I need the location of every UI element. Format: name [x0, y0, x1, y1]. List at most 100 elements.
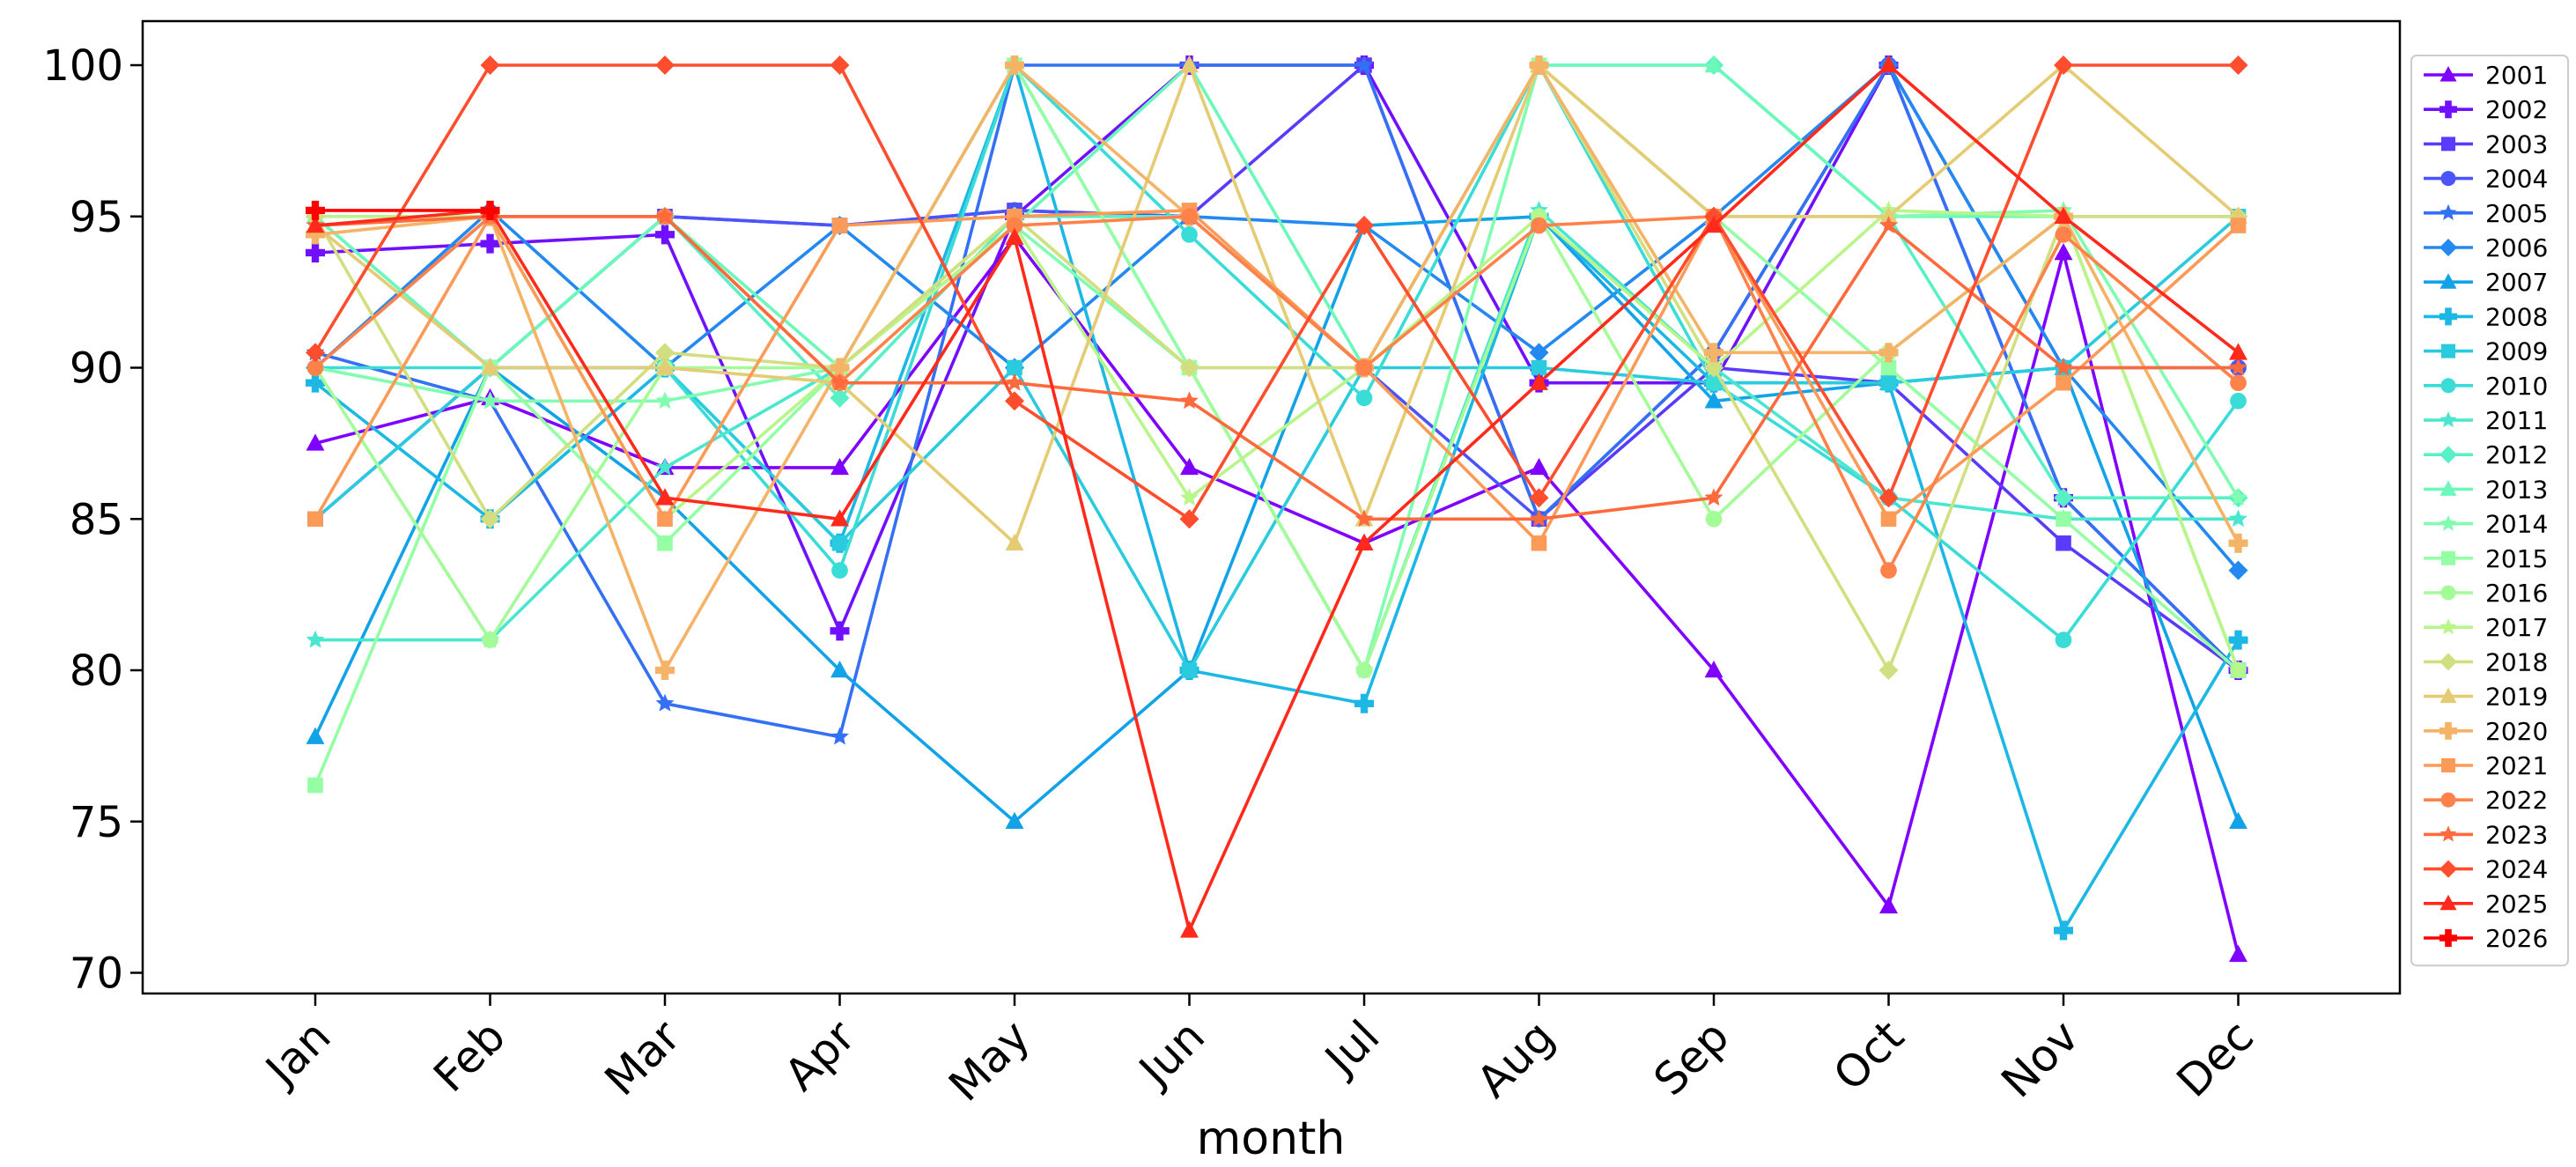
- x-tick-label-May: May: [939, 1010, 1039, 1111]
- data-point-2010-Jul: [1355, 389, 1373, 407]
- data-point-2009-May: [1007, 359, 1022, 376]
- data-point-2020-Aug: [1529, 55, 1549, 75]
- x-tick-label-Apr: Apr: [775, 1010, 865, 1100]
- y-tick-label-90: 90: [70, 344, 123, 394]
- series-line-2008: [314, 63, 2240, 933]
- legend-marker-2008: [2439, 307, 2457, 326]
- data-point-2022-Jul: [1355, 359, 1373, 376]
- legend-label-2026: 2026: [2485, 924, 2548, 953]
- legend-marker-2014: [2439, 514, 2457, 531]
- legend-entry-2006: 2006: [2424, 233, 2548, 262]
- data-point-2001-Sep: [1704, 661, 1723, 678]
- data-point-2023-Aug: [1530, 509, 1548, 528]
- data-point-2019-Feb: [481, 358, 499, 375]
- data-point-2025-Jan: [306, 216, 325, 233]
- legend-entry-2002: 2002: [2424, 95, 2548, 124]
- legend-marker-2001: [2439, 66, 2457, 82]
- series-2026: [306, 200, 500, 220]
- legend-label-2004: 2004: [2485, 165, 2548, 194]
- data-point-2014-Mar: [655, 391, 675, 410]
- data-point-2024-Apr: [830, 55, 850, 75]
- data-point-2020-Dec: [2228, 533, 2248, 553]
- legend-marker-2018: [2439, 653, 2457, 671]
- x-tick-label-Jun: Jun: [1128, 1010, 1214, 1097]
- legend-entry-2007: 2007: [2424, 268, 2548, 297]
- data-point-2001-Jan: [306, 433, 325, 451]
- data-point-2025-May: [1005, 227, 1024, 246]
- data-point-2023-Jun: [1180, 391, 1199, 410]
- y-axis: 70 75 80 85 90 95 100: [42, 41, 143, 999]
- legend-label-2022: 2022: [2485, 786, 2548, 815]
- data-point-2005-Jul: [1354, 55, 1374, 73]
- legend-label-2008: 2008: [2485, 302, 2548, 331]
- data-point-2015-Nov: [2056, 511, 2071, 528]
- data-point-2022-May: [1006, 217, 1023, 234]
- legend-entry-2022: 2022: [2424, 786, 2548, 815]
- legend-label-2007: 2007: [2485, 268, 2548, 297]
- data-point-2024-May: [1005, 391, 1024, 411]
- data-point-2022-Oct: [1880, 562, 1897, 579]
- data-point-2002-Feb: [480, 233, 500, 254]
- legend-label-2015: 2015: [2485, 544, 2548, 573]
- data-point-2007-Jan: [306, 727, 325, 744]
- legend-label-2005: 2005: [2485, 199, 2548, 228]
- data-point-2024-Jul: [1354, 216, 1374, 236]
- legend-label-2014: 2014: [2485, 510, 2548, 539]
- data-point-2010-Nov: [2055, 632, 2072, 649]
- data-point-2001-Oct: [1879, 896, 1898, 914]
- legend-entry-2017: 2017: [2424, 613, 2548, 642]
- data-point-2013-Sep: [1704, 55, 1723, 73]
- data-point-2023-Nov: [2054, 358, 2073, 376]
- legend-entry-2004: 2004: [2424, 165, 2548, 194]
- data-point-2023-Oct: [1879, 216, 1898, 233]
- legend-marker-2021: [2441, 758, 2455, 772]
- data-point-2006-Aug: [1529, 343, 1549, 363]
- legend-marker-2025: [2439, 894, 2457, 911]
- legend-entry-2001: 2001: [2424, 61, 2548, 90]
- legend-label-2019: 2019: [2485, 683, 2548, 712]
- legend-label-2018: 2018: [2485, 647, 2548, 676]
- data-point-2005-Mar: [655, 693, 675, 712]
- data-point-2023-Dec: [2229, 358, 2248, 376]
- x-axis-label: month: [1197, 1112, 1346, 1165]
- x-tick-label-Jul: Jul: [1314, 1010, 1390, 1086]
- data-point-2019-Jun: [1180, 55, 1199, 73]
- series-line-2024: [314, 63, 2239, 521]
- legend-entry-2003: 2003: [2424, 129, 2548, 159]
- data-point-2019-May: [1005, 533, 1024, 550]
- x-tick-label-Feb: Feb: [424, 1010, 515, 1102]
- data-point-2024-Dec: [2228, 55, 2248, 75]
- data-point-2018-Feb: [480, 509, 500, 529]
- legend-label-2001: 2001: [2485, 61, 2548, 90]
- legend-label-2024: 2024: [2485, 855, 2548, 884]
- data-point-2023-Sep: [1704, 488, 1723, 506]
- legend-marker-2015: [2441, 550, 2455, 565]
- data-point-2025-Apr: [830, 509, 849, 527]
- data-point-2008-Dec: [2228, 630, 2248, 650]
- legend-label-2010: 2010: [2485, 372, 2548, 401]
- x-tick-label-Dec: Dec: [2167, 1010, 2263, 1106]
- data-point-2007-May: [1005, 811, 1024, 829]
- data-point-2015-Jan: [307, 777, 323, 794]
- data-point-2009-Apr: [831, 535, 848, 551]
- legend-entry-2016: 2016: [2424, 579, 2548, 608]
- series-line-2025: [314, 63, 2240, 933]
- data-point-2017-Jun: [1180, 488, 1199, 506]
- legend-entry-2010: 2010: [2424, 372, 2548, 401]
- data-point-2001-Jun: [1180, 457, 1199, 476]
- data-point-2015-Oct: [1880, 359, 1897, 376]
- data-point-2024-Jun: [1179, 509, 1199, 529]
- x-tick-label-Nov: Nov: [1991, 1010, 2088, 1107]
- data-point-2007-Dec: [2229, 811, 2248, 829]
- data-point-2018-Oct: [1878, 661, 1899, 680]
- legend-marker-2022: [2440, 792, 2456, 808]
- legend-marker-2004: [2440, 171, 2456, 187]
- data-point-2025-Jun: [1180, 920, 1199, 938]
- data-point-2018-Mar: [655, 343, 675, 363]
- legend-marker-2011: [2439, 411, 2457, 428]
- data-point-2025-Oct: [1879, 55, 1898, 73]
- legend-marker-2023: [2439, 825, 2457, 842]
- data-point-2002-Mar: [655, 225, 675, 245]
- y-tick-label-100: 100: [42, 41, 123, 91]
- data-point-2009-Aug: [1531, 359, 1547, 376]
